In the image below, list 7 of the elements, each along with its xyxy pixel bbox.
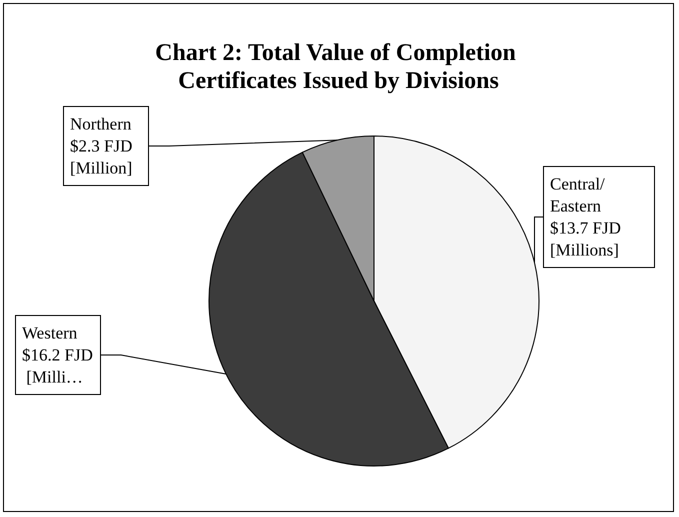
data-label: $16.2 FJD [Milli…: [22, 346, 93, 386]
data-label: $2.3 FJD [Million]: [70, 136, 137, 178]
slice-label: Northern: [70, 114, 136, 134]
data-label: $13.7 FJD [Millions]: [550, 218, 626, 260]
slice-label: Central/ Eastern: [550, 174, 610, 216]
chart-title: Chart 2: Total Value of Completion Certificates Issued by Divisions: [155, 40, 522, 94]
slice-label: Western: [22, 324, 82, 342]
